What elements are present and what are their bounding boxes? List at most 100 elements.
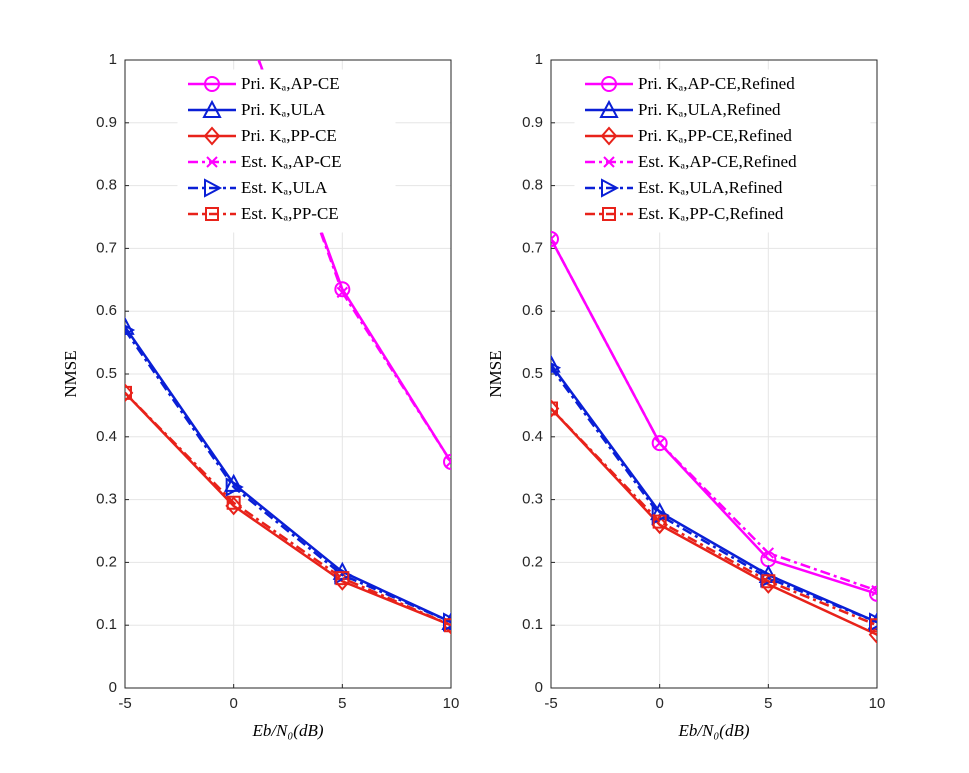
marker <box>444 618 451 633</box>
series-line <box>125 326 451 624</box>
legend-label: Pri. Kₐ,AP-CE,Refined <box>638 74 795 93</box>
axes-box <box>550 59 878 689</box>
y-tick-label: 0.9 <box>522 114 543 131</box>
marker <box>125 324 136 336</box>
x-axis-label: Eb/N₀(dB) <box>251 721 323 740</box>
x-tick-label: 5 <box>764 695 772 712</box>
legend-marker <box>202 99 222 118</box>
legend-label: Est. Kₐ,AP-CE,Refined <box>638 152 797 171</box>
x-tick-label: -5 <box>118 695 131 712</box>
series-line <box>125 329 451 624</box>
marker <box>551 230 559 247</box>
marker <box>226 495 241 510</box>
y-tick-label: 0.3 <box>522 491 543 508</box>
marker <box>551 233 557 245</box>
y-tick-label: 0 <box>109 679 117 696</box>
y-tick-label: 0.8 <box>522 177 543 194</box>
marker <box>652 514 667 529</box>
plot-content <box>551 230 877 645</box>
x-axis-label: Eb/N₀(dB) <box>677 721 749 740</box>
marker <box>551 354 561 373</box>
y-tick-label: 0.2 <box>522 553 543 570</box>
marker <box>551 401 558 416</box>
y-tick-label: 1 <box>535 51 543 68</box>
legend-label: Pri. Kₐ,ULA <box>241 100 326 119</box>
series-line <box>551 238 877 595</box>
marker <box>334 571 351 591</box>
legend-marker <box>600 126 618 146</box>
legend-label: Est. Kₐ,ULA,Refined <box>638 178 783 197</box>
marker <box>761 574 776 589</box>
legend-label: Est. Kₐ,AP-CE <box>241 152 342 171</box>
marker <box>336 286 349 299</box>
marker <box>870 618 877 633</box>
y-tick-label: 0.2 <box>96 553 117 570</box>
y-tick-label: 0.8 <box>96 177 117 194</box>
marker <box>125 383 134 403</box>
series-line <box>551 407 877 627</box>
y-tick-label: 0 <box>535 679 543 696</box>
plot-content <box>125 60 451 635</box>
x-tick-label: 10 <box>869 695 886 712</box>
legend-marker <box>601 178 620 198</box>
y-tick-label: 0.5 <box>522 365 543 382</box>
legend-marker <box>206 156 218 168</box>
legend-marker <box>205 207 219 221</box>
marker <box>869 585 877 602</box>
y-axis-label: NMSE <box>61 350 80 397</box>
legend-label: Est. Kₐ,PP-CE <box>241 204 339 223</box>
legend-label: Est. Kₐ,PP-C,Refined <box>638 204 784 223</box>
y-tick-label: 0.4 <box>522 428 543 445</box>
marker <box>551 399 560 419</box>
legend-marker <box>599 99 619 118</box>
y-tick-label: 0.7 <box>96 239 117 256</box>
legend-label: Pri. Kₐ,ULA,Refined <box>638 100 781 119</box>
y-tick-label: 0.6 <box>522 302 543 319</box>
marker <box>443 453 451 470</box>
legend-label: Pri. Kₐ,PP-CE <box>241 126 337 145</box>
x-tick-label: -5 <box>544 695 557 712</box>
marker <box>871 584 877 597</box>
marker <box>445 456 451 468</box>
legend-marker <box>603 156 615 168</box>
x-tick-label: 0 <box>229 695 237 712</box>
y-tick-label: 0.1 <box>96 616 117 633</box>
legend-box <box>574 69 871 233</box>
y-tick-label: 0.5 <box>96 365 117 382</box>
marker <box>651 435 668 452</box>
marker <box>760 574 777 594</box>
y-tick-label: 0.6 <box>96 302 117 319</box>
legend-label: Est. Kₐ,ULA <box>241 178 328 197</box>
y-tick-label: 0.3 <box>96 491 117 508</box>
series-line <box>551 363 877 624</box>
legend-marker <box>204 76 220 92</box>
marker <box>125 316 135 335</box>
legend-marker <box>204 178 223 198</box>
legend-marker <box>602 207 616 221</box>
x-tick-label: 0 <box>655 695 663 712</box>
legend-label: Pri. Kₐ,AP-CE <box>241 74 340 93</box>
y-tick-label: 0.9 <box>96 114 117 131</box>
legend-marker <box>601 76 617 92</box>
y-tick-label: 1 <box>109 51 117 68</box>
marker <box>125 385 132 400</box>
y-tick-label: 0.1 <box>522 616 543 633</box>
legend-label: Pri. Kₐ,PP-CE,Refined <box>638 126 792 145</box>
legend-box <box>177 69 396 233</box>
marker <box>225 477 244 497</box>
series-line <box>551 238 877 592</box>
marker <box>334 281 351 298</box>
legend-marker <box>203 126 221 146</box>
y-axis-label: NMSE <box>486 350 505 397</box>
marker <box>225 496 242 516</box>
marker <box>653 437 666 449</box>
marker <box>551 362 562 374</box>
axes-box <box>124 59 452 689</box>
x-tick-label: 5 <box>338 695 346 712</box>
y-tick-label: 0.7 <box>522 239 543 256</box>
x-tick-label: 10 <box>443 695 460 712</box>
y-tick-label: 0.4 <box>96 428 117 445</box>
series-line <box>125 391 451 627</box>
marker <box>762 547 775 559</box>
